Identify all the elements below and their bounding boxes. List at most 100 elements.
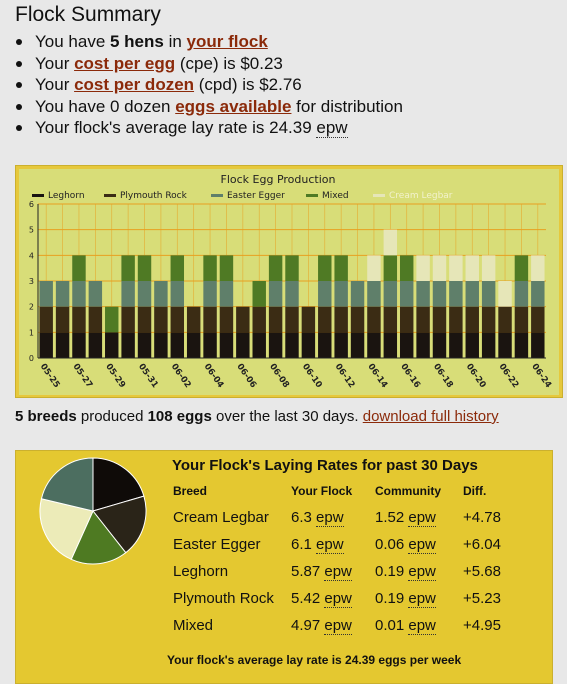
bar-segment-easter-egger[interactable] <box>449 281 463 307</box>
bar-segment-plymouth-rock[interactable] <box>203 306 217 333</box>
bar-segment-plymouth-rock[interactable] <box>498 306 512 333</box>
bar-segment-mixed[interactable] <box>137 255 152 281</box>
bar-segment-mixed[interactable] <box>105 306 119 333</box>
bar-segment-leghorn[interactable] <box>449 332 463 358</box>
bar-segment-cream-legbar[interactable] <box>432 255 447 281</box>
bar-segment-mixed[interactable] <box>121 255 135 281</box>
bar-segment-mixed[interactable] <box>252 281 266 307</box>
bar-segment-mixed[interactable] <box>318 255 332 281</box>
bar-segment-easter-egger[interactable] <box>318 281 332 307</box>
bar-segment-easter-egger[interactable] <box>154 281 168 307</box>
bar-segment-plymouth-rock[interactable] <box>219 306 234 333</box>
bar-segment-leghorn[interactable] <box>481 332 496 358</box>
bar-segment-cream-legbar[interactable] <box>416 255 430 281</box>
bar-segment-leghorn[interactable] <box>285 332 299 358</box>
bar-segment-plymouth-rock[interactable] <box>416 306 430 333</box>
bar-segment-leghorn[interactable] <box>121 332 135 358</box>
bar-segment-plymouth-rock[interactable] <box>465 306 479 333</box>
bar-segment-easter-egger[interactable] <box>367 281 381 307</box>
bar-segment-easter-egger[interactable] <box>285 281 299 307</box>
bar-segment-leghorn[interactable] <box>252 332 266 358</box>
bar-segment-easter-egger[interactable] <box>465 281 479 307</box>
bar-segment-mixed[interactable] <box>203 255 217 281</box>
bar-segment-leghorn[interactable] <box>88 332 103 358</box>
bar-segment-easter-egger[interactable] <box>383 281 398 307</box>
epw-abbr[interactable]: epw <box>324 590 352 608</box>
bar-segment-mixed[interactable] <box>268 255 283 281</box>
bar-segment-easter-egger[interactable] <box>416 281 430 307</box>
bar-segment-mixed[interactable] <box>72 255 86 281</box>
bar-segment-mixed[interactable] <box>285 255 299 281</box>
bar-segment-plymouth-rock[interactable] <box>137 306 152 333</box>
bar-segment-easter-egger[interactable] <box>39 281 53 307</box>
pie-slice-leghorn[interactable] <box>92 457 145 512</box>
bar-segment-easter-egger[interactable] <box>268 281 283 307</box>
legend-item[interactable]: Cream Legbar <box>373 191 453 201</box>
bar-segment-mixed[interactable] <box>170 255 185 281</box>
bar-segment-leghorn[interactable] <box>367 332 381 358</box>
bar-segment-cream-legbar[interactable] <box>383 229 398 256</box>
eggs-available-link[interactable]: eggs available <box>175 96 292 116</box>
bar-segment-leghorn[interactable] <box>39 332 53 358</box>
bar-segment-easter-egger[interactable] <box>514 281 529 307</box>
epw-abbr[interactable]: epw <box>408 536 436 554</box>
bar-segment-plymouth-rock[interactable] <box>531 306 545 333</box>
cost-per-egg-link[interactable]: cost per egg <box>74 53 176 73</box>
epw-abbr[interactable]: epw <box>408 590 436 608</box>
bar-segment-leghorn[interactable] <box>318 332 332 358</box>
bar-segment-plymouth-rock[interactable] <box>170 306 185 333</box>
epw-abbr[interactable]: epw <box>408 617 436 635</box>
bar-segment-leghorn[interactable] <box>186 332 201 358</box>
bar-segment-plymouth-rock[interactable] <box>383 306 398 333</box>
cost-per-dozen-link[interactable]: cost per dozen <box>74 75 195 94</box>
bar-segment-leghorn[interactable] <box>531 332 545 358</box>
bar-segment-plymouth-rock[interactable] <box>514 306 529 333</box>
bar-segment-plymouth-rock[interactable] <box>334 306 348 333</box>
bar-segment-easter-egger[interactable] <box>170 281 185 307</box>
bar-segment-leghorn[interactable] <box>416 332 430 358</box>
bar-segment-plymouth-rock[interactable] <box>481 306 496 333</box>
bar-segment-easter-egger[interactable] <box>531 281 545 307</box>
bar-segment-leghorn[interactable] <box>219 332 234 358</box>
bar-segment-mixed[interactable] <box>334 255 348 281</box>
pie-slice-mixed[interactable] <box>70 510 127 565</box>
bar-segment-leghorn[interactable] <box>399 332 414 358</box>
bar-segment-easter-egger[interactable] <box>350 281 365 307</box>
bar-segment-cream-legbar[interactable] <box>367 255 381 281</box>
bar-segment-leghorn[interactable] <box>154 332 168 358</box>
legend-item[interactable]: Leghorn <box>32 191 85 201</box>
bar-segment-plymouth-rock[interactable] <box>236 306 250 333</box>
epw-abbr[interactable]: epw <box>408 563 436 581</box>
bar-segment-plymouth-rock[interactable] <box>252 306 266 333</box>
bar-segment-leghorn[interactable] <box>498 332 512 358</box>
epw-abbr[interactable]: epw <box>316 509 344 527</box>
bar-segment-plymouth-rock[interactable] <box>318 306 332 333</box>
bar-segment-mixed[interactable] <box>383 255 398 281</box>
legend-item[interactable]: Easter Egger <box>211 191 285 201</box>
bar-segment-plymouth-rock[interactable] <box>72 306 86 333</box>
bar-segment-mixed[interactable] <box>399 255 414 281</box>
pie-slice-easter-egger[interactable] <box>40 457 94 512</box>
bar-segment-cream-legbar[interactable] <box>481 255 496 281</box>
bar-segment-leghorn[interactable] <box>350 332 365 358</box>
bar-segment-easter-egger[interactable] <box>399 281 414 307</box>
bar-segment-easter-egger[interactable] <box>88 281 103 307</box>
epw-abbr[interactable]: epw <box>408 509 436 527</box>
bar-segment-plymouth-rock[interactable] <box>350 306 365 333</box>
legend-item[interactable]: Plymouth Rock <box>104 191 188 201</box>
bar-segment-cream-legbar[interactable] <box>498 281 512 307</box>
bar-segment-plymouth-rock[interactable] <box>268 306 283 333</box>
epw-abbr[interactable]: epw <box>324 617 352 635</box>
legend-item[interactable]: Mixed <box>306 191 349 201</box>
bar-segment-mixed[interactable] <box>514 255 529 281</box>
epw-abbr[interactable]: epw <box>324 563 352 581</box>
bar-segment-leghorn[interactable] <box>236 332 250 358</box>
bar-segment-easter-egger[interactable] <box>432 281 447 307</box>
bar-segment-cream-legbar[interactable] <box>465 255 479 281</box>
bar-segment-plymouth-rock[interactable] <box>186 306 201 333</box>
bar-segment-leghorn[interactable] <box>137 332 152 358</box>
bar-segment-plymouth-rock[interactable] <box>301 306 316 333</box>
bar-segment-leghorn[interactable] <box>72 332 86 358</box>
bar-segment-plymouth-rock[interactable] <box>285 306 299 333</box>
bar-segment-plymouth-rock[interactable] <box>367 306 381 333</box>
